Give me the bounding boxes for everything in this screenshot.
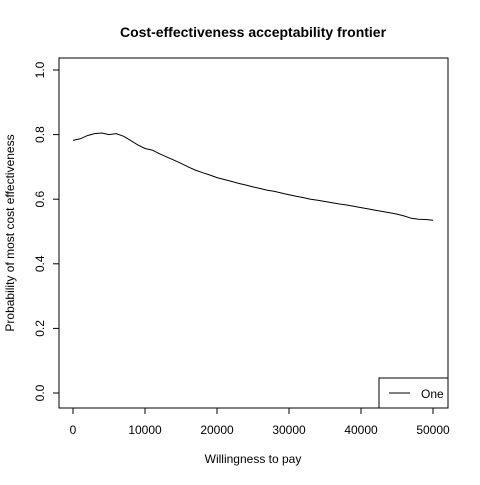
y-axis: 0.0 0.2 0.4 0.6 0.8 1.0 <box>33 61 60 401</box>
x-axis: 0 10000 20000 30000 40000 50000 <box>70 407 450 437</box>
x-tick-label: 50000 <box>416 423 450 437</box>
x-tick-label: 40000 <box>344 423 378 437</box>
x-tick-label: 20000 <box>200 423 234 437</box>
series-line-one <box>72 132 434 221</box>
x-tick-label: 30000 <box>272 423 306 437</box>
y-tick-label: 0.0 <box>33 384 47 401</box>
x-tick-label: 0 <box>70 423 77 437</box>
x-tick-label: 10000 <box>128 423 162 437</box>
y-axis-label: Probability of most cost effectiveness <box>3 134 17 331</box>
y-tick-label: 0.8 <box>33 126 47 143</box>
y-tick-label: 0.2 <box>33 320 47 337</box>
y-tick-label: 1.0 <box>33 61 47 78</box>
plot-frame <box>58 57 449 409</box>
chart-title: Cost-effectiveness acceptability frontie… <box>120 24 387 40</box>
legend: One <box>378 377 449 409</box>
y-tick-label: 0.6 <box>33 191 47 208</box>
legend-label-one: One <box>421 387 444 401</box>
x-axis-label: Willingness to pay <box>205 452 302 466</box>
y-tick-label: 0.4 <box>33 255 47 272</box>
series-layer <box>72 132 434 221</box>
